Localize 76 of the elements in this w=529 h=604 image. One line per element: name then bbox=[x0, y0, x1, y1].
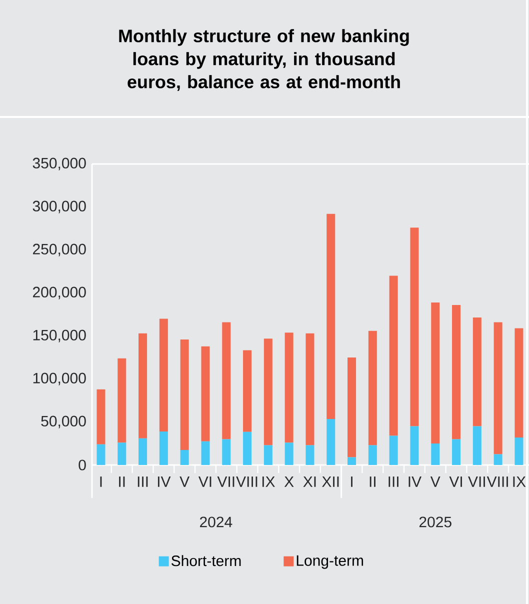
bar bbox=[514, 328, 524, 438]
x-tick-label: VIII bbox=[486, 476, 508, 487]
y-tick-label: 300,000 bbox=[32, 200, 86, 214]
bar bbox=[494, 454, 502, 465]
chart-title: Monthly structure of new banking loans by maturity, in thousand euros, balance as at end-month bbox=[119, 29, 409, 91]
bar bbox=[243, 350, 252, 432]
y-tick-label: 150,000 bbox=[33, 330, 86, 342]
bar bbox=[264, 338, 272, 446]
bar bbox=[306, 445, 314, 465]
bar bbox=[326, 418, 336, 465]
bar bbox=[410, 228, 419, 426]
bar bbox=[96, 389, 106, 444]
bar bbox=[431, 302, 440, 444]
x-tick-label: III bbox=[138, 476, 148, 487]
x-tick-label: V bbox=[430, 476, 440, 487]
bar bbox=[118, 442, 126, 465]
bar bbox=[284, 332, 294, 443]
x-tick-label: V bbox=[180, 476, 190, 487]
bar bbox=[159, 431, 168, 465]
bar bbox=[389, 436, 398, 465]
text: 2024 bbox=[200, 516, 232, 528]
bar bbox=[243, 432, 252, 465]
bar bbox=[96, 444, 106, 465]
bar bbox=[222, 439, 231, 465]
legend-label: Long-term bbox=[296, 555, 364, 569]
x-tick-label: VI bbox=[449, 476, 462, 487]
y-tick-label: 200,000 bbox=[32, 286, 86, 300]
y-tick-label: 250,000 bbox=[32, 244, 86, 256]
x-tick-label: IV bbox=[158, 476, 171, 487]
x-tick-label: XII bbox=[322, 476, 339, 487]
x-tick-label: III bbox=[388, 476, 398, 487]
bar bbox=[306, 333, 314, 446]
bar bbox=[180, 450, 189, 465]
bar bbox=[201, 346, 210, 442]
x-tick-label: XI bbox=[303, 476, 316, 487]
y-tick-label: 100,000 bbox=[33, 372, 86, 386]
bar bbox=[410, 426, 419, 465]
bar bbox=[348, 358, 356, 458]
x-tick-label: I bbox=[100, 476, 102, 487]
x-tick-label: I bbox=[351, 476, 352, 487]
bar bbox=[514, 437, 524, 465]
x-tick-label: VII bbox=[468, 476, 485, 487]
y-tick-label: 350,000 bbox=[32, 158, 86, 170]
bar bbox=[264, 445, 272, 465]
x-tick-label: IX bbox=[513, 476, 526, 487]
bar bbox=[389, 276, 398, 436]
bar bbox=[284, 442, 294, 465]
x-tick-label: VI bbox=[198, 476, 212, 487]
bar bbox=[118, 358, 126, 443]
bar bbox=[326, 214, 336, 419]
bar bbox=[201, 441, 210, 465]
bar bbox=[494, 322, 502, 454]
x-tick-label: II bbox=[119, 476, 125, 487]
x-tick-label: IV bbox=[408, 476, 422, 487]
bar bbox=[180, 339, 189, 450]
bar bbox=[222, 322, 231, 440]
bar bbox=[368, 330, 377, 446]
x-tick-label: X bbox=[284, 476, 294, 487]
bar bbox=[159, 318, 168, 432]
y-tick-label: 0 bbox=[78, 460, 86, 470]
bar bbox=[138, 333, 148, 438]
x-tick-label: IX bbox=[262, 476, 275, 487]
bar bbox=[138, 438, 148, 465]
text: 2025 bbox=[419, 516, 452, 528]
bar bbox=[348, 457, 356, 465]
bar bbox=[472, 318, 482, 426]
bar bbox=[368, 445, 377, 465]
bar bbox=[452, 305, 461, 440]
x-tick-label: II bbox=[370, 476, 376, 487]
legend-label: Short-term bbox=[171, 555, 241, 566]
x-tick-label: VIII bbox=[236, 476, 258, 487]
bar bbox=[431, 444, 440, 465]
y-tick-label: 50,000 bbox=[41, 416, 86, 428]
bar bbox=[472, 426, 482, 465]
bar bbox=[452, 439, 461, 465]
x-tick-label: VII bbox=[217, 476, 234, 487]
